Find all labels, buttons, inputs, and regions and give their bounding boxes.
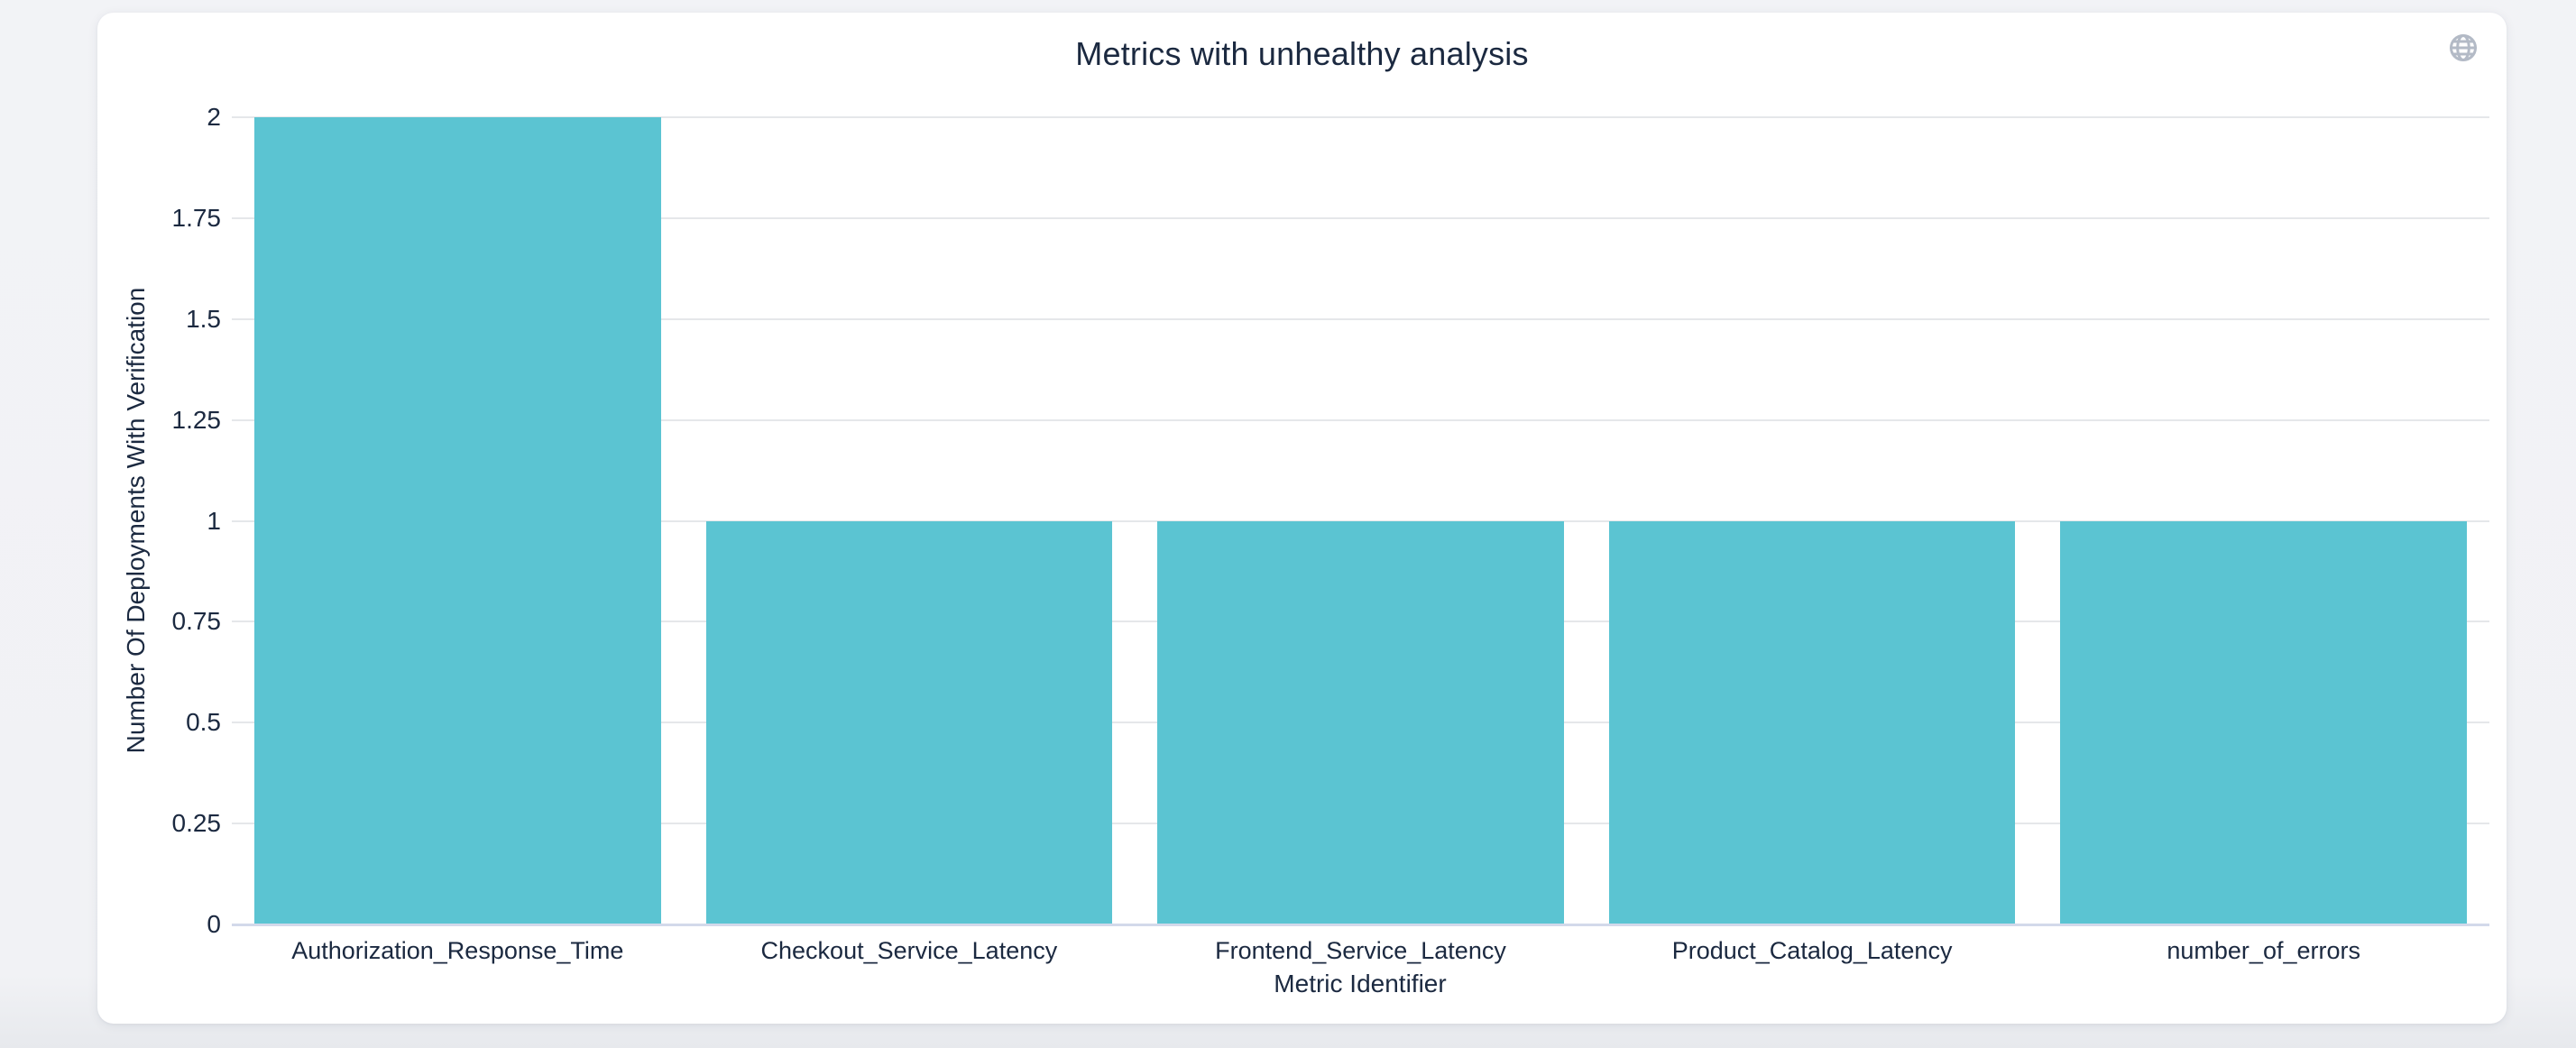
y-tick-label: 1.75 — [171, 203, 222, 232]
y-tick-label: 1 — [207, 506, 221, 535]
y-tick-label: 1.5 — [186, 304, 221, 333]
globe-icon[interactable] — [2447, 32, 2479, 64]
gridline — [232, 216, 2489, 219]
y-tick-label: 0.5 — [186, 708, 221, 737]
x-tick-label: Frontend_Service_Latency — [1215, 937, 1506, 964]
gridline — [232, 418, 2489, 421]
chart-card: Metrics with unhealthy analysis Number O… — [97, 13, 2507, 1024]
y-tick-label: 1.25 — [171, 405, 222, 434]
globe-icon-svg — [2450, 34, 2477, 61]
plot-area: 0 0.25 0.5 0.75 1 1.25 1.5 1.75 2 Authorization_R… — [97, 13, 2507, 1024]
y-tick-label: 0 — [207, 910, 221, 938]
gridline — [232, 317, 2489, 320]
y-tick-label: 0.75 — [171, 607, 222, 636]
bar-Checkout_Service_Latency[interactable] — [705, 520, 1113, 924]
bar-Authorization_Response_Time[interactable] — [254, 117, 661, 924]
chart-title: Metrics with unhealthy analysis — [1075, 35, 1529, 72]
x-axis-line — [232, 924, 2489, 926]
x-tick-label: Authorization_Response_Time — [291, 937, 624, 964]
y-tick-label: 2 — [207, 103, 221, 131]
bar-Product_Catalog_Latency[interactable] — [1608, 520, 2016, 924]
gridline — [232, 116, 2489, 118]
x-axis-title: Metric Identifier — [1274, 970, 1447, 997]
bar-number_of_errors[interactable] — [2060, 520, 2467, 924]
x-tick-label: Checkout_Service_Latency — [760, 937, 1058, 964]
y-tick-label: 0.25 — [171, 809, 222, 838]
bar-Frontend_Service_Latency[interactable] — [1157, 520, 1564, 924]
x-tick-label: number_of_errors — [2167, 937, 2360, 964]
x-tick-label: Product_Catalog_Latency — [1671, 937, 1953, 964]
